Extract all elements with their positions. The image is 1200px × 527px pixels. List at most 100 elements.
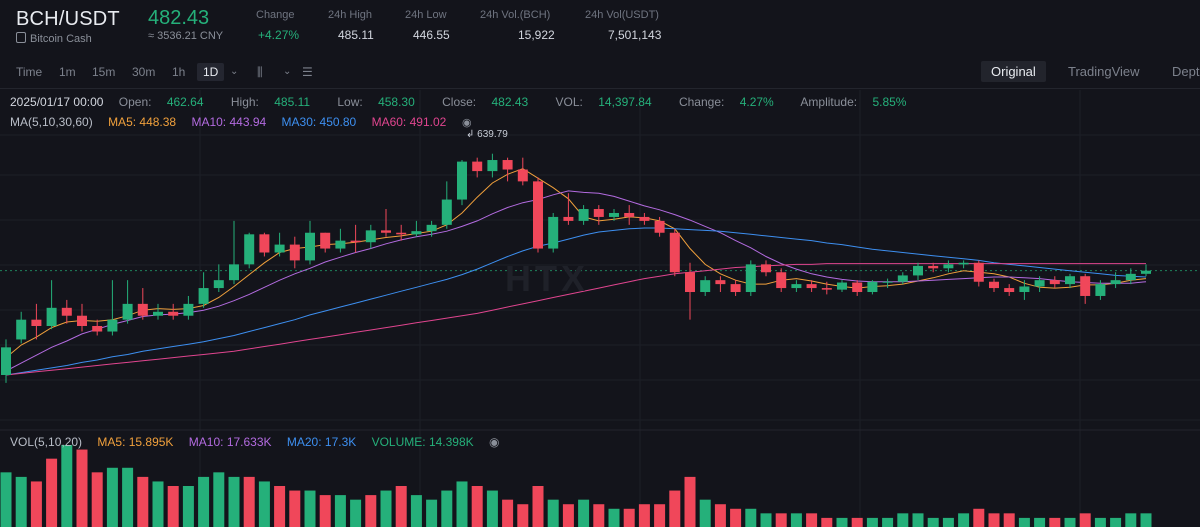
candle-body-68 — [1034, 280, 1045, 287]
pair-title[interactable]: BCH/USDT — [16, 8, 120, 30]
candle-body-74 — [1125, 273, 1136, 281]
ma-visibility-eye-icon[interactable]: ◉ — [462, 117, 472, 129]
candle-body-48 — [730, 284, 741, 293]
candle-body-69 — [1049, 280, 1060, 285]
vol-value: 14,397.84 — [598, 95, 652, 109]
ohlc-info: 2025/01/17 00:00 Open: 462.64 High: 485.… — [10, 95, 930, 109]
candle-body-32 — [487, 160, 498, 172]
candle-body-34 — [517, 169, 528, 182]
volume-bar-15 — [228, 476, 240, 527]
interval-dropdown-chevron-icon[interactable]: ⌄ — [230, 66, 239, 77]
tab-original[interactable]: Original — [981, 61, 1046, 82]
candle-body-7 — [107, 319, 118, 332]
volume-bar-9 — [137, 476, 149, 527]
volume-bar-43 — [654, 504, 666, 527]
volume-bar-53 — [806, 513, 818, 527]
tab-depth[interactable]: Dept — [1172, 64, 1200, 79]
volume-bar-26 — [395, 486, 407, 527]
candle-body-29 — [441, 199, 452, 225]
volume-bar-74 — [1125, 513, 1137, 527]
candle-body-43 — [654, 220, 665, 233]
volume-bar-20 — [304, 490, 316, 527]
candle-body-12 — [183, 303, 194, 316]
candle-body-44 — [669, 232, 680, 273]
coin-name-text: Bitcoin Cash — [30, 33, 92, 45]
tab-tradingview[interactable]: TradingView — [1068, 64, 1140, 79]
candle-body-15 — [229, 264, 239, 281]
ohlc-low: Low: 458.30 — [337, 95, 426, 109]
ohlc-amplitude: Amplitude: 5.85% — [800, 95, 918, 109]
volume-bar-35 — [532, 486, 544, 527]
coin-info-icon — [16, 32, 26, 43]
open-label: Open: — [118, 95, 152, 109]
volume-bar-40 — [608, 508, 620, 527]
candle-body-70 — [1065, 276, 1075, 285]
volume-bar-39 — [593, 504, 605, 527]
close-label: Close: — [442, 95, 477, 109]
interval-1h[interactable]: 1h — [172, 65, 186, 79]
stat-change-label: Change — [256, 9, 295, 21]
chart-type-candle-icon[interactable]: ⫼ — [257, 65, 263, 79]
volume-bar-56 — [851, 517, 863, 527]
change-value: 4.27% — [739, 95, 774, 109]
ohlc-close: Close: 482.43 — [442, 95, 540, 109]
candle-body-14 — [213, 280, 224, 289]
vol-ma10-value: MA10: 17.633K — [188, 435, 272, 449]
volume-bar-14 — [213, 472, 225, 527]
stat-vol-usdt-label: 24h Vol(USDT) — [585, 9, 659, 21]
interval-1m[interactable]: 1m — [59, 65, 76, 79]
volume-bar-22 — [334, 495, 346, 527]
interval-1d[interactable]: 1D — [197, 63, 225, 81]
candle-body-51 — [776, 272, 787, 289]
volume-bar-57 — [866, 517, 878, 527]
vol-label: VOL: — [555, 95, 583, 109]
volume-bar-6 — [91, 472, 103, 527]
interval-15m[interactable]: 15m — [92, 65, 116, 79]
chart-type-chevron-icon[interactable]: ⌄ — [283, 66, 292, 77]
volume-bar-62 — [942, 517, 954, 527]
vol-visibility-eye-icon[interactable]: ◉ — [489, 435, 500, 449]
candle-body-36 — [548, 216, 559, 249]
indicators-menu-icon[interactable]: ☰ — [302, 65, 313, 79]
stat-vol-usdt-value: 7,501,143 — [608, 28, 662, 42]
volume-bar-30 — [456, 481, 468, 527]
volume-bar-1 — [15, 476, 27, 527]
candle-body-26 — [396, 232, 407, 235]
amplitude-label: Amplitude: — [800, 95, 858, 109]
interval-30m[interactable]: 30m — [132, 65, 156, 79]
volume-bar-17 — [258, 481, 270, 527]
vol-indicator-label[interactable]: VOL(5,10,20) — [10, 435, 83, 449]
volume-bar-2 — [30, 481, 42, 527]
high-annotation-value: 639.79 — [477, 129, 508, 140]
volume-bar-37 — [562, 504, 574, 527]
stat-vol-bch-value: 15,922 — [518, 28, 555, 42]
ma-label[interactable]: MA(5,10,30,60) — [10, 115, 93, 129]
candle-body-39 — [593, 209, 604, 217]
candle-body-60 — [913, 265, 923, 276]
candle-body-2 — [31, 319, 42, 326]
volume-bar-42 — [638, 504, 650, 527]
stat-vol-bch-label: 24h Vol.(BCH) — [480, 9, 551, 21]
ticker-header: BCH/USDT Bitcoin Cash 482.43 ≈ 3536.21 C… — [0, 0, 1200, 56]
ma5-value: MA5: 448.38 — [108, 115, 177, 129]
candle-body-64 — [973, 262, 984, 282]
candle-body-33 — [502, 160, 513, 170]
candle-body-25 — [381, 230, 391, 233]
volume-bar-48 — [730, 508, 742, 527]
htx-watermark: HTX — [505, 258, 589, 299]
candle-body-65 — [989, 281, 999, 289]
candle-body-16 — [244, 234, 255, 265]
volume-bar-63 — [958, 513, 970, 527]
high-label: High: — [230, 95, 259, 109]
candle-body-56 — [852, 282, 863, 293]
low-label: Low: — [337, 95, 363, 109]
candle-body-28 — [426, 224, 437, 232]
candle-body-27 — [411, 231, 422, 235]
volume-bar-8 — [122, 467, 134, 527]
volume-bar-21 — [319, 495, 331, 527]
candle-body-13 — [198, 288, 209, 304]
interval-time[interactable]: Time — [16, 65, 43, 79]
candle-body-31 — [472, 161, 483, 172]
last-price: 482.43 — [148, 7, 210, 29]
